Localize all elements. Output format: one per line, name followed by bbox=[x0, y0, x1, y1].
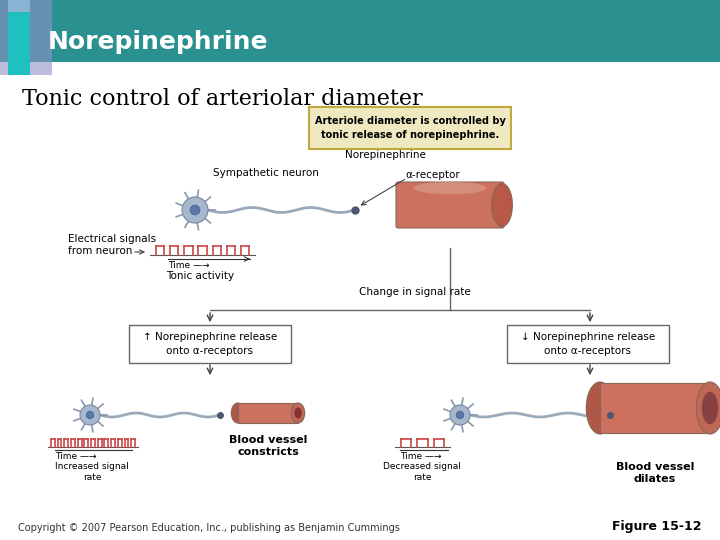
Ellipse shape bbox=[231, 403, 245, 423]
Bar bbox=[8, 0, 30, 75]
Ellipse shape bbox=[413, 181, 487, 194]
Text: Norepinephrine: Norepinephrine bbox=[48, 30, 269, 54]
Circle shape bbox=[450, 405, 470, 425]
Circle shape bbox=[182, 197, 208, 223]
Text: Time —→: Time —→ bbox=[55, 452, 96, 461]
Ellipse shape bbox=[696, 382, 720, 434]
Text: Sympathetic neuron: Sympathetic neuron bbox=[213, 168, 319, 178]
Text: Increased signal
rate: Increased signal rate bbox=[55, 462, 129, 482]
Ellipse shape bbox=[292, 403, 305, 423]
Ellipse shape bbox=[492, 184, 513, 226]
Text: Copyright © 2007 Pearson Education, Inc., publishing as Benjamin Cummings: Copyright © 2007 Pearson Education, Inc.… bbox=[18, 523, 400, 533]
Circle shape bbox=[80, 405, 100, 425]
FancyBboxPatch shape bbox=[309, 107, 511, 149]
Text: Tonic control of arteriolar diameter: Tonic control of arteriolar diameter bbox=[22, 88, 423, 110]
Circle shape bbox=[190, 205, 200, 215]
Circle shape bbox=[86, 411, 94, 419]
Text: Change in signal rate: Change in signal rate bbox=[359, 287, 471, 297]
Text: ↑ Norepinephrine release
onto α-receptors: ↑ Norepinephrine release onto α-receptor… bbox=[143, 333, 277, 356]
Text: Decreased signal
rate: Decreased signal rate bbox=[383, 462, 461, 482]
Text: Time —→: Time —→ bbox=[400, 452, 441, 461]
Text: Blood vessel
dilates: Blood vessel dilates bbox=[616, 462, 694, 484]
Text: Figure 15-12: Figure 15-12 bbox=[613, 520, 702, 533]
Text: ↓ Norepinephrine release
onto α-receptors: ↓ Norepinephrine release onto α-receptor… bbox=[521, 333, 655, 356]
FancyBboxPatch shape bbox=[507, 325, 669, 363]
Circle shape bbox=[456, 411, 464, 419]
Text: Tonic activity: Tonic activity bbox=[166, 271, 234, 281]
FancyBboxPatch shape bbox=[129, 325, 291, 363]
Bar bbox=[0, 0, 720, 62]
Text: Norepinephrine: Norepinephrine bbox=[345, 150, 426, 160]
Bar bbox=[0, 0, 52, 75]
Ellipse shape bbox=[586, 382, 613, 434]
FancyBboxPatch shape bbox=[238, 403, 298, 423]
Text: Electrical signals
from neuron: Electrical signals from neuron bbox=[68, 234, 156, 256]
Text: α-receptor: α-receptor bbox=[405, 170, 460, 180]
FancyBboxPatch shape bbox=[600, 383, 710, 433]
Ellipse shape bbox=[294, 408, 302, 418]
Text: Arteriole diameter is controlled by
tonic release of norepinephrine.: Arteriole diameter is controlled by toni… bbox=[315, 117, 505, 140]
Text: Time —→: Time —→ bbox=[168, 261, 210, 270]
Bar bbox=[8, 0, 30, 12]
FancyBboxPatch shape bbox=[396, 182, 504, 228]
Ellipse shape bbox=[702, 392, 719, 424]
Text: Blood vessel
constricts: Blood vessel constricts bbox=[229, 435, 307, 457]
